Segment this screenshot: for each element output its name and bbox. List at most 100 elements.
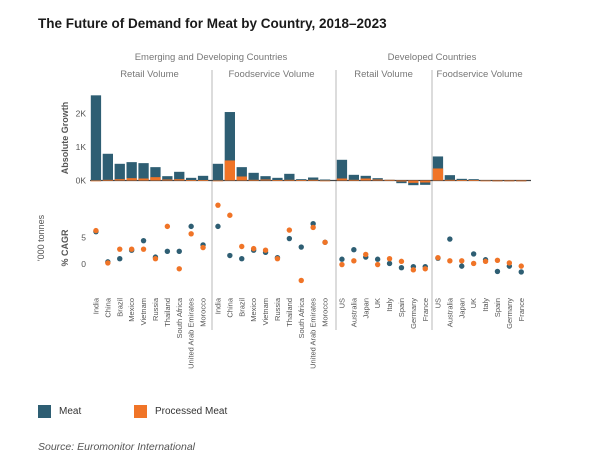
- legend-label-processed-meat: Processed Meat: [155, 406, 228, 417]
- bar-meat-thailand-p2: [284, 173, 295, 181]
- y-tick-top-2k: 2K: [76, 109, 87, 119]
- y-tick-top-0k: 0K: [76, 176, 87, 186]
- bar-processed-uk-p4: [468, 180, 479, 181]
- panel-header-1: Retail Volume: [120, 69, 179, 80]
- bar-processed-france-p3: [420, 180, 431, 183]
- bar-processed-japan-p4: [456, 180, 467, 181]
- dot-processed-china-p1: [105, 260, 111, 266]
- group-header-emerging: Emerging and Developing Countries: [135, 52, 288, 63]
- category-label-brazil-p2: Brazil: [237, 298, 246, 317]
- bar-processed-china-p1: [102, 179, 113, 181]
- dot-meat-india-p2: [215, 223, 221, 230]
- bar-meat-japan-p3: [360, 175, 371, 181]
- bar-processed-thailand-p1: [162, 179, 173, 181]
- category-label-south-africa-p2: South Africa: [297, 297, 306, 338]
- category-label-us-p3: US: [337, 298, 346, 308]
- dot-processed-france-p4: [518, 263, 524, 269]
- bar-meat-japan-p4: [456, 178, 467, 181]
- dot-meat-australia-p4: [447, 236, 453, 242]
- bar-processed-vietnam-p2: [260, 179, 271, 181]
- category-label-brazil-p1: Brazil: [115, 298, 124, 317]
- bar-processed-mexico-p2: [248, 179, 259, 181]
- category-label-russia-p2: Russia: [273, 297, 282, 321]
- bar-processed-italy-p4: [480, 180, 491, 182]
- dot-processed-mexico-p2: [250, 245, 257, 252]
- dot-processed-brazil-p2: [239, 243, 245, 250]
- dot-meat-thailand-p2: [286, 235, 293, 242]
- dot-processed-brazil-p1: [117, 246, 123, 252]
- dot-meat-italy-p3: [386, 260, 393, 267]
- dot-meat-vietnam-p1: [140, 237, 147, 244]
- dot-processed-japan-p4: [459, 258, 465, 264]
- bar-meat-india-p1: [90, 95, 102, 181]
- bar-processed-morocco-p1: [197, 180, 209, 181]
- y-tick-bottom-0: 0: [81, 259, 86, 269]
- bar-processed-vietnam-p1: [138, 178, 149, 181]
- bar-meat-mexico-p1: [126, 162, 137, 181]
- bar-processed-united-arab-emirates-p1: [186, 180, 197, 181]
- source-note: Source: Euromonitor International: [38, 441, 196, 453]
- category-label-morocco-p1: Morocco: [199, 298, 208, 327]
- dot-processed-italy-p4: [482, 258, 489, 265]
- bar-meat-mexico-p2: [248, 172, 259, 181]
- bar-processed-australia-p3: [348, 179, 359, 181]
- bar-meat-vietnam-p2: [260, 176, 271, 181]
- legend-label-meat: Meat: [59, 406, 82, 417]
- bar-processed-brazil-p2: [236, 176, 247, 181]
- category-label-spain-p4: Spain: [493, 298, 502, 317]
- dot-processed-spain-p3: [398, 258, 405, 265]
- dot-meat-united-arab-emirates-p2: [310, 221, 316, 227]
- dot-processed-russia-p1: [152, 256, 159, 262]
- bar-meat-brazil-p2: [236, 167, 247, 181]
- category-label-uk-p4: UK: [469, 298, 478, 308]
- bar-meat-uk-p3: [372, 178, 383, 181]
- bar-processed-germany-p4: [504, 180, 515, 182]
- dot-processed-japan-p3: [363, 251, 369, 258]
- dot-processed-morocco-p2: [322, 239, 328, 245]
- bar-processed-italy-p3: [384, 179, 395, 181]
- category-label-mexico-p2: Mexico: [249, 298, 258, 322]
- category-label-italy-p4: Italy: [481, 298, 490, 312]
- bar-processed-russia-p1: [150, 177, 161, 181]
- panel-header-4: Foodservice Volume: [437, 69, 523, 80]
- y-tick-top-1k: 1K: [76, 142, 87, 152]
- dot-processed-italy-p3: [386, 256, 393, 262]
- dot-meat-uk-p4: [470, 251, 477, 257]
- category-label-china-p2: China: [225, 297, 234, 317]
- bar-processed-us-p3: [336, 178, 348, 181]
- dot-meat-brazil-p1: [117, 256, 123, 262]
- legend-item-processed-meat: Processed Meat: [134, 405, 227, 418]
- dot-processed-vietnam-p2: [262, 247, 269, 253]
- dot-processed-thailand-p1: [164, 223, 171, 230]
- bar-processed-morocco-p2: [319, 180, 331, 182]
- bar-meat-vietnam-p1: [138, 163, 149, 181]
- bar-meat-morocco-p1: [197, 175, 209, 181]
- category-label-south-africa-p1: South Africa: [175, 297, 184, 338]
- dot-meat-south-africa-p2: [298, 244, 304, 250]
- bar-meat-france-p3: [420, 180, 431, 185]
- category-label-mexico-p1: Mexico: [127, 298, 136, 322]
- bar-processed-germany-p3: [408, 180, 419, 183]
- dot-meat-spain-p4: [494, 268, 501, 275]
- category-label-japan-p4: Japan: [457, 298, 466, 318]
- category-label-germany-p3: Germany: [409, 298, 418, 329]
- dot-processed-thailand-p2: [286, 227, 293, 233]
- category-label-germany-p4: Germany: [505, 298, 514, 329]
- category-label-china-p1: China: [103, 297, 112, 317]
- legend-item-meat: Meat: [38, 405, 81, 418]
- bar-processed-russia-p2: [272, 180, 283, 181]
- dot-processed-south-africa-p2: [298, 277, 304, 284]
- category-label-us-p4: US: [433, 298, 442, 308]
- group-header-developed: Developed Countries: [388, 52, 477, 63]
- dot-meat-spain-p3: [398, 265, 405, 271]
- bar-meat-south-africa-p2: [296, 179, 307, 181]
- dot-processed-russia-p2: [274, 256, 281, 262]
- legend-swatch-processed-meat: [134, 405, 147, 418]
- dot-meat-japan-p4: [459, 263, 465, 269]
- category-label-thailand-p1: Thailand: [163, 298, 172, 327]
- bar-processed-australia-p4: [444, 179, 455, 181]
- dot-processed-australia-p3: [351, 258, 357, 264]
- dot-processed-united-arab-emirates-p1: [188, 231, 194, 237]
- dot-meat-thailand-p1: [164, 248, 171, 254]
- dot-meat-us-p3: [339, 256, 345, 262]
